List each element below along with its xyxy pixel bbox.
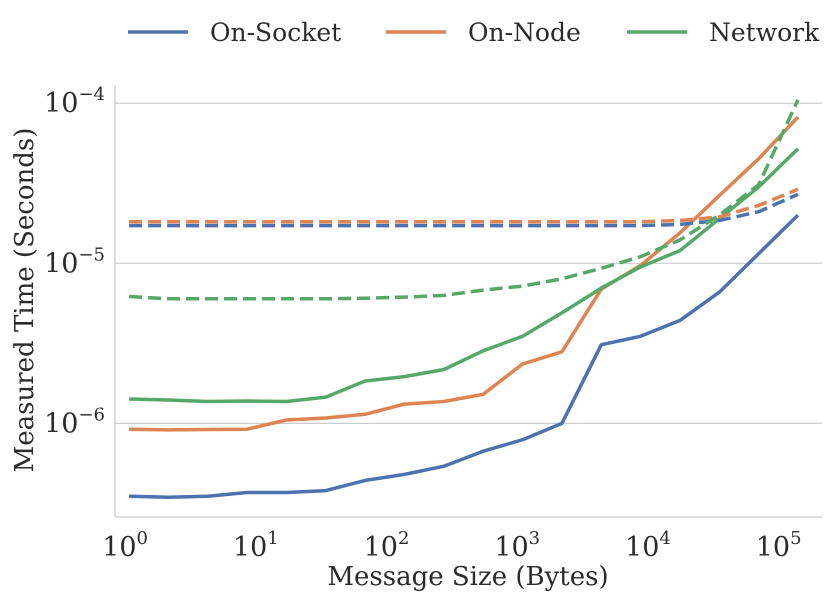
x-tick-label: 103: [494, 528, 540, 563]
legend: On-Socket On-Node Network: [128, 18, 820, 47]
series-line-55a868: [129, 147, 800, 404]
x-tick-label: 101: [233, 528, 279, 563]
x-tick-label: 105: [756, 528, 802, 563]
series-line-dd8452: [129, 115, 800, 432]
y-tick-label: 10−4: [44, 84, 105, 119]
x-tick-label: 104: [625, 528, 671, 563]
series-line-dashed-dd8452: [129, 187, 799, 224]
legend-label: Network: [709, 18, 820, 47]
legend-label: On-Node: [468, 18, 581, 47]
series-line-4c72b0: [129, 213, 800, 500]
series-layer: [128, 99, 800, 500]
x-tick-label: 102: [364, 528, 410, 563]
legend-label: On-Socket: [210, 18, 341, 47]
series-line-dashed-4c72b0: [129, 192, 799, 228]
series-line-dashed-55a868: [128, 99, 800, 301]
axes: 10−6 10−5 10−4 100 101 102 103 104 105: [44, 84, 822, 563]
y-tick-label: 10−6: [44, 404, 105, 439]
y-axis-title: Measured Time (Seconds): [10, 128, 40, 473]
gridlines: [115, 102, 822, 424]
y-tick-label: 10−5: [44, 244, 105, 279]
x-tick-label: 100: [102, 528, 148, 563]
x-axis-title: Message Size (Bytes): [327, 562, 608, 592]
